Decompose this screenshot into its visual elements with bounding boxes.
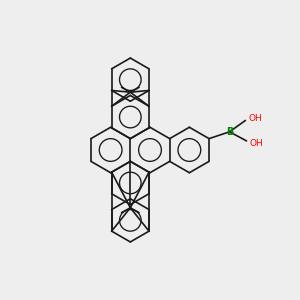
Text: OH: OH [250,139,264,148]
Text: B: B [226,127,233,137]
Text: OH: OH [249,114,262,123]
